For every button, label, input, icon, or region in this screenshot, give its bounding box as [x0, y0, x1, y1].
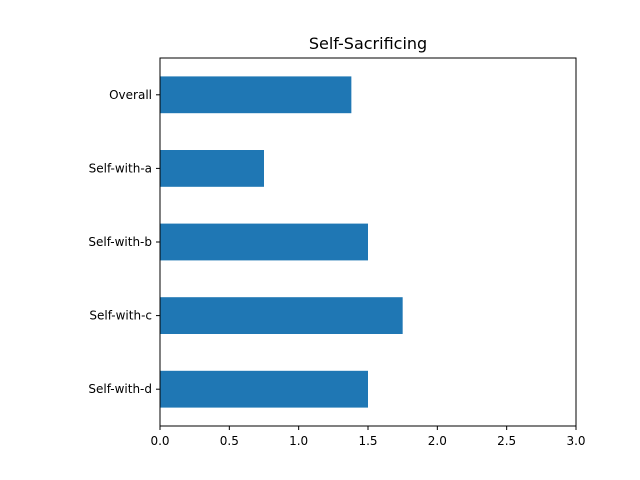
- bar-self-with-b: [160, 223, 368, 261]
- bar-overall: [160, 76, 352, 114]
- y-tick-label: Self-with-c: [89, 309, 152, 323]
- x-axis: 0.0 0.5 1.0 1.5 2.0 2.5 3.0: [150, 426, 586, 448]
- x-tick-label: 1.0: [289, 434, 308, 448]
- x-tick-label: 0.0: [150, 434, 169, 448]
- x-tick-label: 2.0: [428, 434, 447, 448]
- y-tick-label: Self-with-a: [89, 161, 152, 175]
- x-tick-label: 3.0: [566, 434, 585, 448]
- bar-self-with-d: [160, 370, 368, 408]
- x-tick-label: 2.5: [497, 434, 516, 448]
- y-tick-label: Overall: [109, 88, 152, 102]
- plot-frame: [159, 57, 577, 427]
- bars: [160, 76, 403, 408]
- chart-title: Self-Sacrificing: [309, 34, 427, 53]
- y-tick-label: Self-with-b: [88, 235, 152, 249]
- bar-self-with-c: [160, 297, 403, 334]
- bar-self-with-a: [160, 150, 264, 187]
- x-tick-label: 0.5: [220, 434, 239, 448]
- y-axis: Overall Self-with-a Self-with-b Self-with-c…: [88, 88, 160, 396]
- x-tick-label: 1.5: [358, 434, 377, 448]
- y-tick-label: Self-with-d: [88, 382, 152, 396]
